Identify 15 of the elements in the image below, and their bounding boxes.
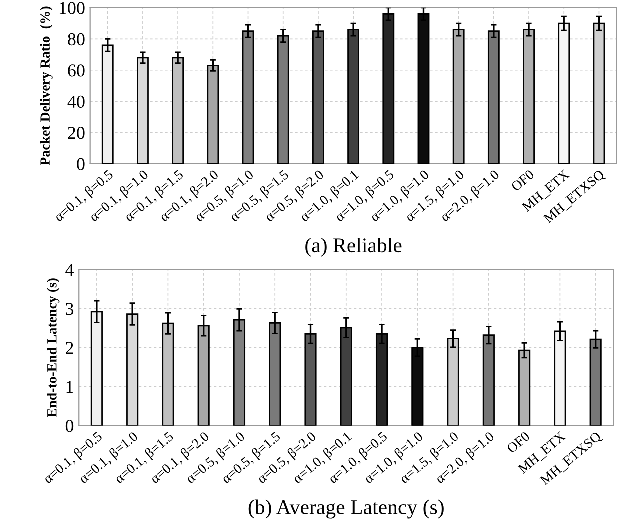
y-tick-label: 60 (68, 64, 85, 77)
y-tick-label: 2 (66, 342, 74, 354)
y-tick-label: 40 (68, 96, 85, 108)
y-tick-label: 3 (66, 303, 74, 316)
y-tick-label: 100 (60, 2, 85, 14)
y-axis-title: End-to-End Latency (s) (47, 278, 60, 418)
y-tick-label: 80 (68, 33, 85, 46)
y-tick-label: 0 (66, 420, 74, 432)
y-axis-title: Packet Delivery Ratio (%) (40, 6, 53, 166)
text: (a) Reliable (306, 238, 402, 257)
text: (b) Average Latency (s) (248, 500, 444, 519)
y-tick-label: 0 (77, 158, 85, 170)
y-tick-label: 1 (66, 381, 74, 394)
y-tick-label: 4 (66, 264, 74, 276)
y-tick-label: 20 (68, 127, 85, 140)
